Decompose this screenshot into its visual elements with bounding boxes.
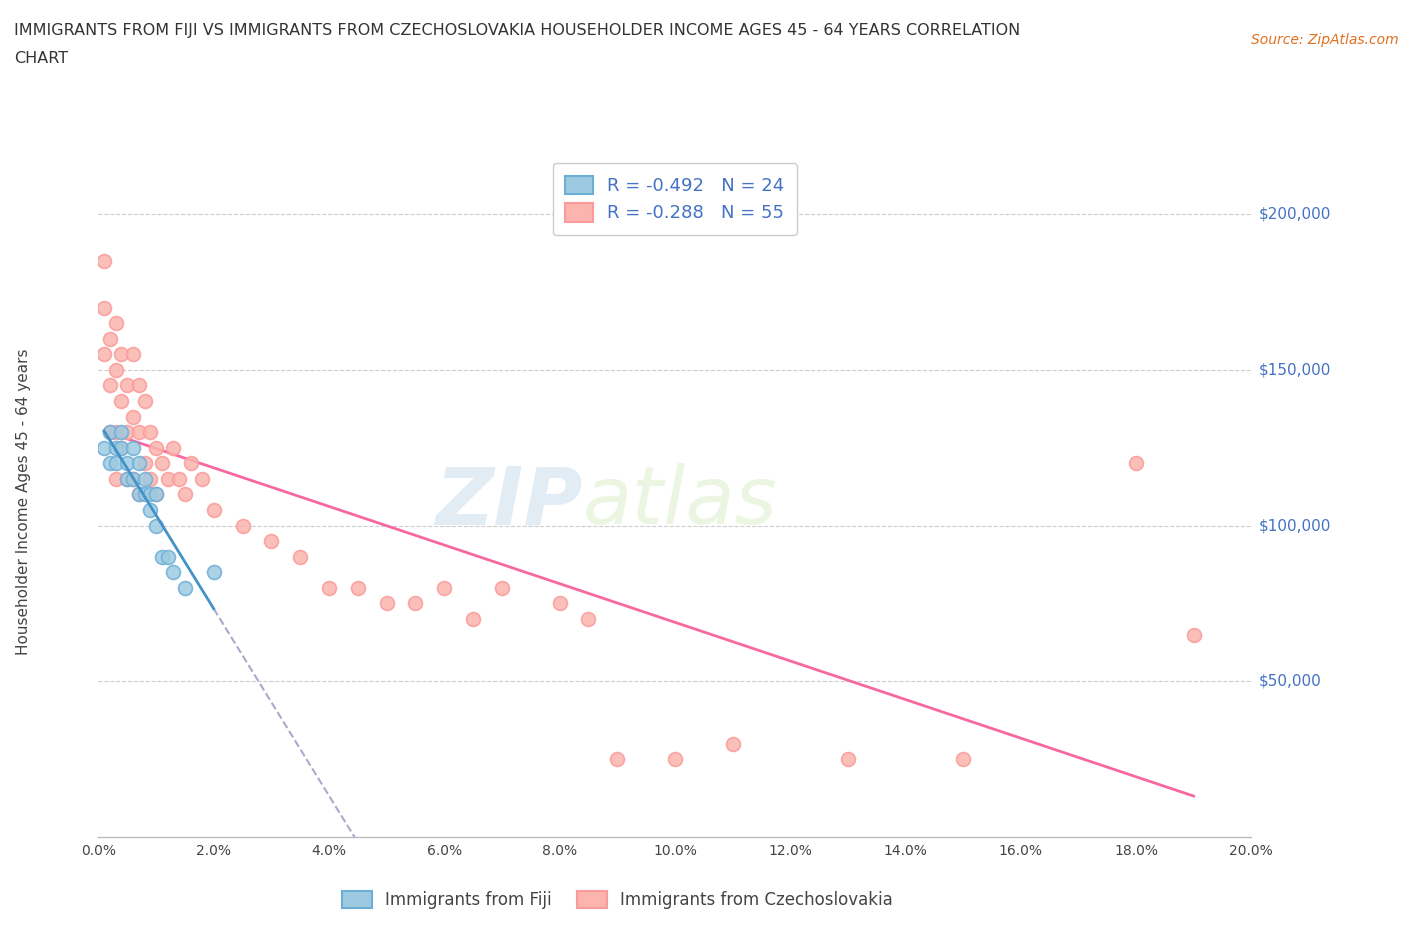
Point [231,518,254,533]
Point [104,472,127,486]
Point [98,425,121,440]
Point [128,487,150,502]
Point [134,472,156,486]
Point [461,612,484,627]
Point [145,518,167,533]
Point [110,440,132,455]
Point [98,378,121,392]
Point [93,347,115,362]
Point [117,425,138,440]
Point [433,580,456,595]
Point [122,472,145,486]
Point [290,550,312,565]
Point [952,751,974,766]
Point [93,253,115,268]
Point [139,425,162,440]
Point [202,502,225,517]
Point [150,456,173,471]
Point [128,487,150,502]
Point [167,472,190,486]
Text: $100,000: $100,000 [1258,518,1330,533]
Text: Source: ZipAtlas.com: Source: ZipAtlas.com [1251,33,1399,46]
Point [548,596,571,611]
Point [162,440,184,455]
Point [128,456,150,471]
Point [128,378,150,392]
Point [156,472,179,486]
Point [122,409,145,424]
Point [837,751,859,766]
Point [117,472,138,486]
Text: atlas: atlas [582,463,778,541]
Point [117,378,138,392]
Point [150,550,173,565]
Point [134,393,156,408]
Point [578,612,600,627]
Point [145,440,167,455]
Point [117,456,138,471]
Point [104,425,127,440]
Point [156,550,179,565]
Point [98,425,121,440]
Point [139,502,162,517]
Point [1125,456,1147,471]
Point [260,534,283,549]
Point [145,487,167,502]
Point [606,751,628,766]
Point [110,347,132,362]
Point [721,737,744,751]
Point [117,472,138,486]
Text: Householder Income Ages 45 - 64 years: Householder Income Ages 45 - 64 years [15,349,31,656]
Text: ZIP: ZIP [436,463,582,541]
Point [128,425,150,440]
Point [174,487,197,502]
Point [346,580,368,595]
Point [134,456,156,471]
Point [375,596,398,611]
Point [491,580,513,595]
Text: $50,000: $50,000 [1258,673,1322,689]
Point [98,331,121,346]
Point [174,580,197,595]
Point [162,565,184,579]
Point [1182,627,1205,642]
Point [93,300,115,315]
Point [134,487,156,502]
Point [122,472,145,486]
Point [145,487,167,502]
Point [104,440,127,455]
Text: $200,000: $200,000 [1258,206,1330,221]
Point [405,596,427,611]
Point [110,440,132,455]
Point [110,393,132,408]
Text: $150,000: $150,000 [1258,363,1330,378]
Point [104,456,127,471]
Text: CHART: CHART [14,51,67,66]
Point [139,487,162,502]
Point [202,565,225,579]
Legend: Immigrants from Fiji, Immigrants from Czechoslovakia: Immigrants from Fiji, Immigrants from Cz… [335,884,900,916]
Point [122,347,145,362]
Point [122,440,145,455]
Point [318,580,340,595]
Point [180,456,202,471]
Point [93,440,115,455]
Point [139,472,162,486]
Point [664,751,686,766]
Point [110,425,132,440]
Point [98,456,121,471]
Text: IMMIGRANTS FROM FIJI VS IMMIGRANTS FROM CZECHOSLOVAKIA HOUSEHOLDER INCOME AGES 4: IMMIGRANTS FROM FIJI VS IMMIGRANTS FROM … [14,23,1021,38]
Point [104,315,127,330]
Point [104,363,127,378]
Point [191,472,214,486]
